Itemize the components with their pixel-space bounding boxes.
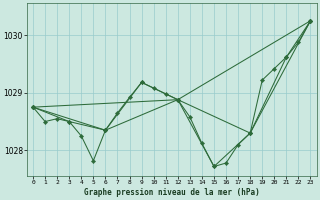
X-axis label: Graphe pression niveau de la mer (hPa): Graphe pression niveau de la mer (hPa) xyxy=(84,188,260,197)
